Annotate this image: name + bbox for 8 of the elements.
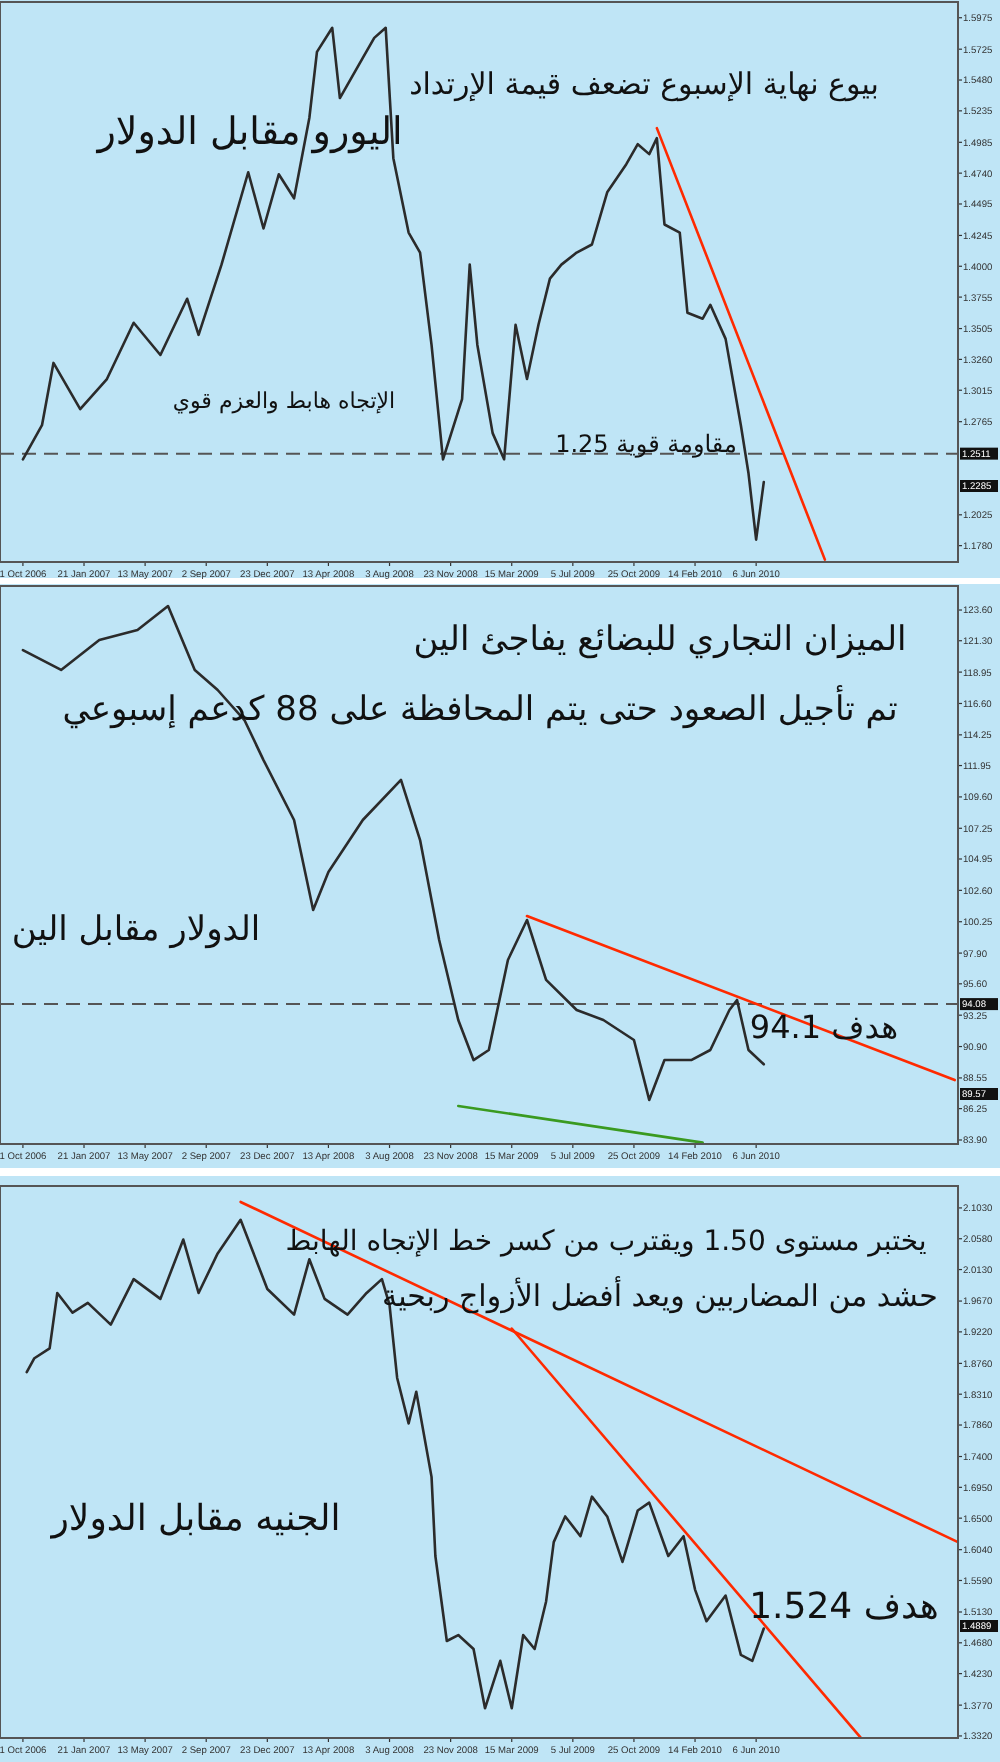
- annotation: الميزان التجاري للبضائع يفاجئ الين: [413, 620, 907, 660]
- annotation: مقاومة قوية 1.25: [555, 430, 737, 458]
- text: الجنيه مقابل الدولار: [49, 1498, 341, 1540]
- annotation: هدف 1.524: [749, 1586, 939, 1628]
- annotation: الإتجاه هابط والعزم قوي: [172, 388, 396, 414]
- annotation: بيوع نهاية الإسبوع تضعف قيمة الإرتداد: [409, 66, 879, 102]
- text: الدولار مقابل الين: [11, 910, 261, 950]
- annotation: هدف 94.1: [749, 1008, 899, 1046]
